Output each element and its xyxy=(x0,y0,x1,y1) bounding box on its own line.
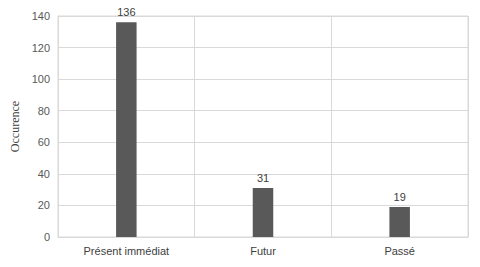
svg-text:100: 100 xyxy=(32,73,50,85)
svg-text:Passé: Passé xyxy=(384,245,415,257)
svg-text:140: 140 xyxy=(32,10,50,22)
svg-text:136: 136 xyxy=(117,6,135,18)
svg-text:31: 31 xyxy=(257,172,269,184)
svg-text:40: 40 xyxy=(38,168,50,180)
svg-text:19: 19 xyxy=(394,191,406,203)
svg-text:Présent immédiat: Présent immédiat xyxy=(84,245,170,257)
svg-text:20: 20 xyxy=(38,199,50,211)
svg-text:120: 120 xyxy=(32,42,50,54)
svg-text:60: 60 xyxy=(38,136,50,148)
svg-text:80: 80 xyxy=(38,105,50,117)
svg-text:Futur: Futur xyxy=(250,245,276,257)
svg-text:0: 0 xyxy=(44,231,50,243)
svg-text:Occurence: Occurence xyxy=(8,101,22,152)
